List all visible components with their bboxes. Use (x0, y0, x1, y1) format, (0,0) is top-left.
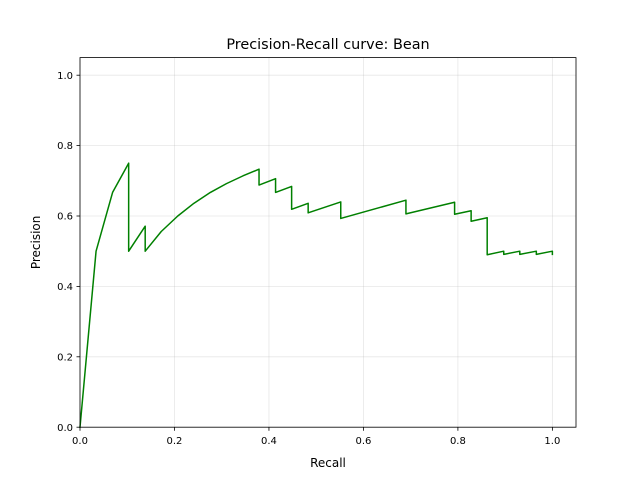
chart-title: Precision-Recall curve: Bean (226, 37, 429, 53)
y-tick-label: 1.0 (57, 71, 73, 82)
y-tick-label: 0.6 (57, 212, 73, 223)
y-tick-label: 0.8 (57, 141, 73, 152)
precision-recall-line (79, 162, 554, 429)
series-layer (79, 162, 554, 429)
y-axis-ticks: 0.0 0.2 0.4 0.6 0.8 1.0 (57, 71, 80, 434)
x-tick-label: 0.8 (450, 436, 466, 447)
y-axis-label: Precision (29, 216, 43, 270)
x-axis-label: Recall (310, 456, 346, 470)
y-tick-label: 0.0 (57, 423, 73, 434)
x-tick-label: 0.4 (261, 436, 277, 447)
x-axis-ticks: 0.0 0.2 0.4 0.6 0.8 1.0 (72, 427, 560, 447)
y-tick-label: 0.2 (57, 352, 73, 363)
x-tick-label: 0.2 (167, 436, 183, 447)
x-tick-label: 0.6 (355, 436, 371, 447)
y-tick-label: 0.4 (57, 282, 73, 293)
x-tick-label: 1.0 (544, 436, 560, 447)
plot-frame (79, 57, 577, 428)
x-tick-label: 0.0 (72, 436, 88, 447)
